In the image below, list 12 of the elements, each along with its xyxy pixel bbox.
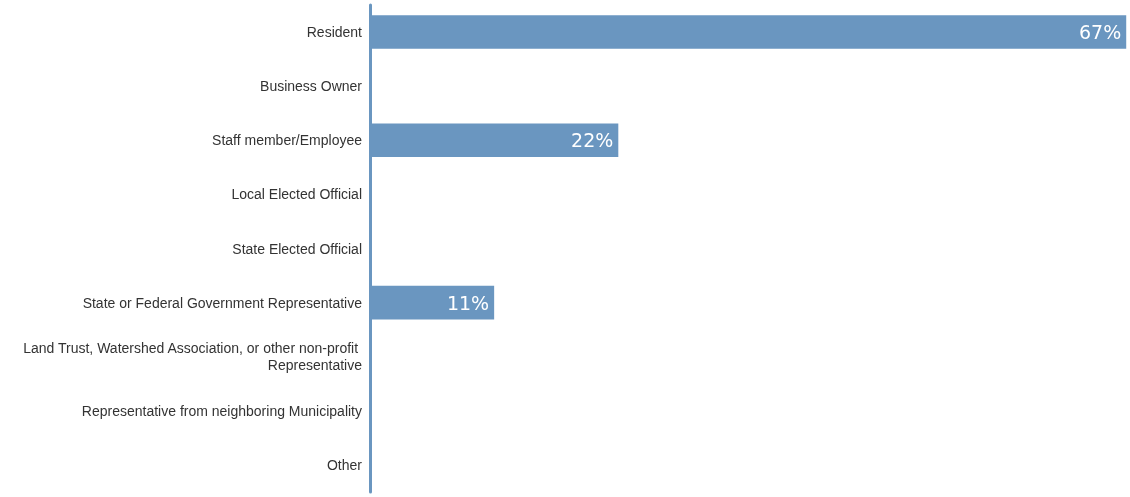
y-tick-label: Other [326, 456, 363, 473]
y-tick-label: Local Elected Official [231, 186, 362, 203]
data-label: 67% [1078, 21, 1122, 44]
y-tick-label: Staff member/Employee [212, 132, 363, 149]
data-label: 11% [446, 291, 490, 314]
y-tick-label: Resident [306, 24, 363, 41]
y-tick-label: Land Trust, Watershed Association, or other non-profit Representative [23, 340, 363, 374]
y-tick-label: State or Federal Government Representative [82, 294, 363, 311]
data-label: 22% [571, 129, 614, 152]
y-tick-label: Representative from neighboring Municipality [81, 402, 362, 419]
y-tick-label: State Elected Official [232, 240, 362, 257]
y-tick-label: Business Owner [260, 78, 363, 95]
